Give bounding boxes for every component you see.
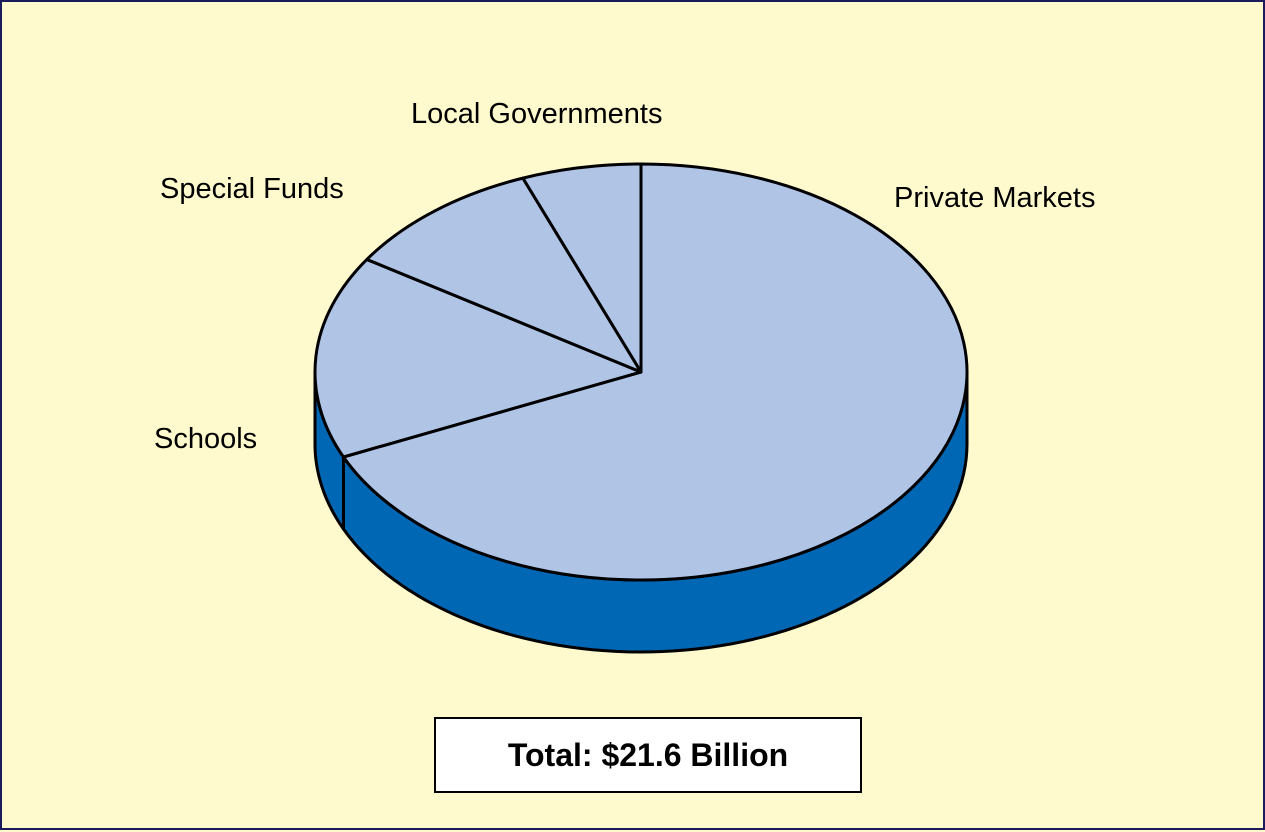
total-box: Total: $21.6 Billion [434, 717, 862, 793]
slice-label-special-funds: Special Funds [160, 173, 344, 205]
pie-slice-special-funds [365, 176, 643, 374]
pie-slice-local-governments [521, 162, 643, 374]
pie-slice-schools [313, 257, 643, 459]
slice-label-private-markets: Private Markets [894, 182, 1095, 214]
pie-slice-private-markets [341, 162, 969, 582]
total-label: Total: $21.6 Billion [507, 736, 789, 773]
slice-label-local-governments: Local Governments [411, 98, 662, 130]
slice-label-schools: Schools [154, 423, 257, 455]
